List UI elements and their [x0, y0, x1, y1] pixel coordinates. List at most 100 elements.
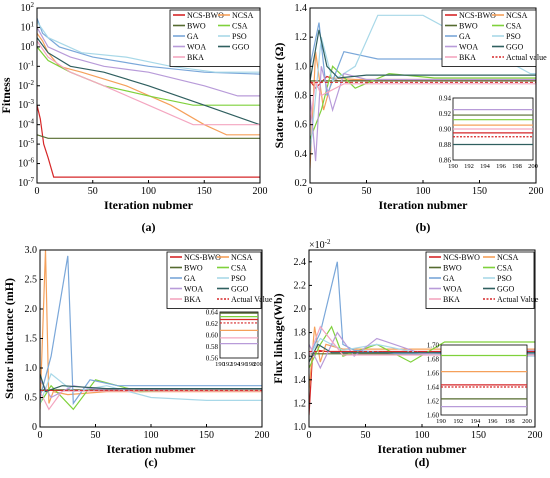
- x-tick-label: 50: [88, 186, 98, 197]
- legend-label: CSA: [232, 22, 248, 31]
- y-tick-label: 100: [21, 40, 35, 53]
- x-tick-label: 0: [307, 430, 312, 441]
- y-axis-title: Stator inductance (mH): [2, 278, 16, 399]
- x-tick-label: 200: [253, 186, 268, 197]
- y-axis-title: Fitness: [0, 77, 13, 113]
- inset-x-tick-label: 196: [238, 361, 249, 368]
- y-tick-label: 1.2: [294, 398, 307, 409]
- inset-x-tick-label: 200: [253, 361, 263, 368]
- series-line-bka: [40, 390, 262, 411]
- legend-label: PSO: [497, 274, 512, 283]
- legend-label: NCSA: [506, 11, 528, 20]
- panel-label: (b): [416, 220, 431, 234]
- x-tick-label: 200: [255, 430, 270, 441]
- x-tick-label: 150: [197, 186, 212, 197]
- chart-panel-b: 0 50 100 150 200 0.2 0.4 0.6 0.8 1.0 1.2 1.4 Iterati…: [272, 3, 547, 234]
- series-line-ga: [310, 22, 536, 96]
- chart-panel-a: 0 50 100 150 200 10-7 10-6 10-5 10-4 10-3 10-2 10-1…: [0, 1, 268, 234]
- legend-label: CSA: [497, 264, 513, 273]
- inset-x-tick-label: 190: [436, 418, 446, 425]
- y-tick-label: 1.2: [295, 32, 308, 43]
- series-line-ga: [40, 255, 262, 406]
- legend-label: NCSA: [497, 253, 519, 262]
- inset-x-tick-label: 194: [230, 361, 241, 368]
- legend-label: WOA: [443, 285, 462, 294]
- legend-label: GA: [184, 274, 196, 283]
- x-tick-label: 150: [472, 186, 487, 197]
- y-scale-factor: ×10-2: [309, 238, 331, 251]
- x-tick-label: 0: [38, 430, 43, 441]
- legend-label: GA: [187, 32, 199, 41]
- y-tick-label: 1.0: [294, 422, 307, 433]
- y-tick-label: 0.4: [295, 149, 308, 160]
- x-tick-label: 50: [362, 186, 372, 197]
- x-tick-label: 150: [199, 430, 214, 441]
- x-axis-title: Iteration nubmer: [378, 442, 468, 456]
- inset-chart: 1.60 1.62 1.64 1.66 1.68 1.70 190 192 194 196 198 2…: [427, 342, 532, 426]
- series-line-ga: [37, 17, 260, 75]
- panel-label: (d): [415, 455, 430, 469]
- series-line-ggo: [40, 373, 262, 393]
- series-line-pso: [37, 21, 260, 73]
- y-tick-label: 10-1: [18, 59, 34, 72]
- legend-label: GGO: [232, 43, 250, 52]
- legend-label: GGO: [231, 285, 249, 294]
- inset-x-tick-label: 194: [471, 418, 482, 425]
- legend-label: GA: [443, 274, 455, 283]
- legend-box: [166, 251, 262, 309]
- inset-x-tick-label: 198: [505, 418, 515, 425]
- legend-box: [425, 251, 535, 309]
- series-line-ncs-bwo: [37, 105, 260, 178]
- series-line-ggo: [310, 29, 536, 82]
- y-tick-label: 1.6: [294, 351, 307, 362]
- inset-x-tick-label: 190: [448, 163, 458, 170]
- series-line-bka: [37, 40, 260, 126]
- x-axis-title: Iteration nubmer: [104, 198, 194, 212]
- y-tick-label: 10-3: [18, 98, 34, 111]
- y-tick-label: 1.4: [294, 375, 307, 386]
- inset-y-tick-label: 0.62: [206, 320, 219, 328]
- series-line-ggo: [37, 37, 260, 126]
- inset-x-tick-label: 198: [512, 163, 522, 170]
- y-tick-label: 2.4: [294, 257, 307, 268]
- panel-label: (a): [142, 220, 156, 234]
- y-tick-label: 0.2: [295, 178, 308, 189]
- inset-y-tick-label: 0.94: [439, 95, 452, 103]
- inset-y-tick-label: 1.66: [427, 370, 440, 378]
- inset-y-tick-label: 1.64: [427, 384, 440, 392]
- legend-label: CSA: [506, 22, 522, 31]
- legend-label: CSA: [231, 264, 247, 273]
- x-tick-label: 100: [415, 430, 430, 441]
- y-tick-label: 0: [32, 422, 37, 433]
- legend-label: BWO: [187, 22, 206, 31]
- x-axis-title: Iteration nubmer: [379, 198, 469, 212]
- inset-x-tick-label: 196: [496, 163, 507, 170]
- x-tick-label: 100: [144, 430, 159, 441]
- inset-x-tick-label: 192: [223, 361, 233, 368]
- chart-panel-d: 0 50 100 150 200 1.0 1.2 1.4 1.6 1.8 2.0 2.2 2.4 Iter…: [271, 238, 543, 469]
- y-tick-label: 1.4: [295, 3, 308, 14]
- series-line-bka: [310, 80, 536, 125]
- x-tick-label: 200: [528, 430, 543, 441]
- inset-chart: 0.86 0.88 0.90 0.92 0.94 190 192 194 196 198 200: [439, 95, 538, 171]
- legend-label: GGO: [497, 285, 515, 294]
- legend-label: WOA: [184, 285, 203, 294]
- legend-label: BKA: [187, 53, 204, 62]
- y-tick-label: 2.2: [294, 280, 307, 291]
- inset-x-tick-label: 200: [528, 163, 538, 170]
- legend-label: NCSA: [232, 11, 254, 20]
- inset-y-tick-label: 1.70: [427, 342, 440, 350]
- x-tick-label: 150: [471, 430, 486, 441]
- inset-y-tick-label: 1.62: [427, 398, 440, 406]
- inset-y-tick-label: 0.64: [206, 309, 219, 317]
- y-tick-label: 3.0: [25, 245, 38, 256]
- series-line-bwo: [37, 134, 260, 139]
- inset-x-tick-label: 196: [488, 418, 499, 425]
- x-axis-title: Iteration nubmer: [107, 442, 197, 456]
- inset-x-tick-label: 194: [480, 163, 491, 170]
- legend-label: BWO: [443, 264, 462, 273]
- legend-label: BKA: [459, 53, 476, 62]
- y-tick-label: 1.5: [25, 334, 38, 345]
- y-tick-label: 101: [21, 20, 35, 33]
- inset-y-tick-label: 0.86: [439, 157, 452, 165]
